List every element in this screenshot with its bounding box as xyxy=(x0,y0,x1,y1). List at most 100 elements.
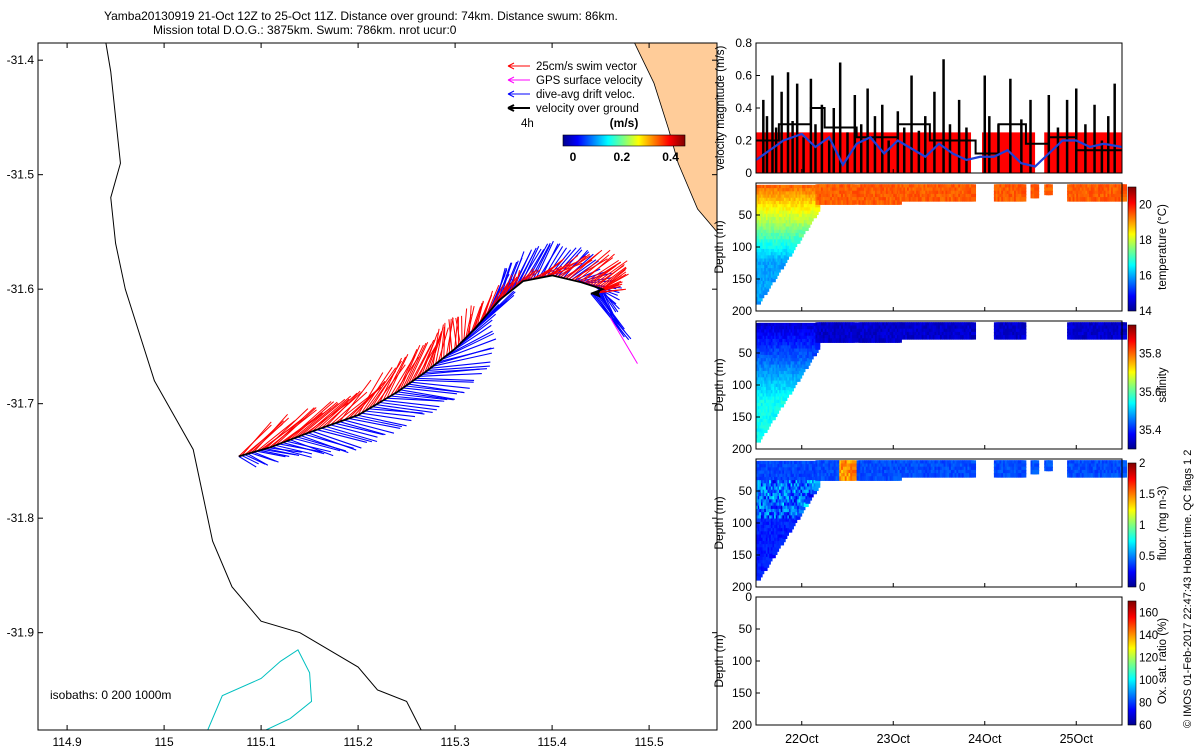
drift-vector xyxy=(253,451,279,463)
drift-vector xyxy=(524,249,545,282)
section-cell xyxy=(1034,184,1040,189)
drift-vector xyxy=(334,422,384,436)
section-cell xyxy=(764,563,770,568)
section-cell xyxy=(1021,473,1027,478)
drift-vector xyxy=(540,243,559,278)
y-tick-label: 100 xyxy=(732,240,752,254)
section-cell xyxy=(795,377,801,382)
section-cell xyxy=(1122,322,1127,327)
drift-vector xyxy=(416,377,475,381)
swim-vector xyxy=(357,372,384,416)
section-cell xyxy=(1047,184,1053,189)
drift-vector xyxy=(300,435,349,454)
drift-vector xyxy=(494,267,506,305)
section-cell xyxy=(779,402,785,408)
section-cell xyxy=(764,287,770,292)
section-cell xyxy=(772,274,778,280)
section-cell xyxy=(852,187,858,192)
section-cell xyxy=(805,361,811,366)
swim-vector xyxy=(470,306,482,333)
drift-vector xyxy=(438,347,495,363)
swim-vector xyxy=(421,332,439,375)
colorbar-bar xyxy=(562,134,686,147)
drift-vector xyxy=(316,429,368,443)
section-cell xyxy=(852,193,858,199)
drift-vector xyxy=(330,424,378,438)
section-cell xyxy=(1122,335,1127,340)
section-cell xyxy=(852,322,858,327)
colorbar-label: temperature (°C) xyxy=(1157,204,1169,290)
y-tick-label: 0.6 xyxy=(735,69,752,83)
section-cell xyxy=(788,524,794,530)
section-cell xyxy=(1047,190,1053,196)
section-cell xyxy=(779,264,785,270)
drift-vector xyxy=(430,361,491,369)
track-over-ground xyxy=(238,274,606,458)
map-plot-area xyxy=(105,43,717,730)
drift-vector xyxy=(383,399,440,408)
y-tick-label: -31.5 xyxy=(7,168,35,182)
y-tick-label: 200 xyxy=(732,442,752,456)
section-cell xyxy=(792,242,798,248)
swim-vector xyxy=(576,254,610,282)
section-cell xyxy=(772,412,778,418)
drift-vector xyxy=(411,381,470,389)
section-ylabel: Depth (m) xyxy=(712,220,726,273)
section-colorbar xyxy=(1127,324,1137,450)
legend-label: dive-avg drift veloc. xyxy=(536,89,635,101)
section-cell xyxy=(1021,463,1027,468)
swim-vector xyxy=(262,417,305,450)
section-cell xyxy=(808,354,814,360)
swim-vector xyxy=(524,269,538,282)
section-cell xyxy=(852,331,858,337)
swim-vector xyxy=(300,398,346,437)
swim-vector xyxy=(402,344,424,389)
x-tick-label: 114.9 xyxy=(53,735,82,749)
section-cell xyxy=(852,325,858,330)
section-cell xyxy=(807,496,813,501)
drift-vector xyxy=(419,372,482,377)
drift-vector xyxy=(365,410,416,418)
section-cell xyxy=(759,431,765,437)
swim-vector xyxy=(599,273,629,291)
section-cell xyxy=(787,528,793,533)
y-tick-label: 150 xyxy=(732,272,752,286)
section-cell xyxy=(1034,463,1040,468)
section-cell xyxy=(811,213,817,219)
swim-vector xyxy=(437,327,449,363)
section-cell xyxy=(795,239,801,244)
section-cell xyxy=(1021,328,1027,334)
y-tick-label: 150 xyxy=(732,410,752,424)
section-cell xyxy=(790,521,796,527)
swim-vector xyxy=(435,324,444,365)
section-cell xyxy=(770,415,776,421)
y-tick-label: -31.6 xyxy=(7,282,35,296)
section-cell xyxy=(852,184,858,189)
section-colorbar xyxy=(1127,186,1137,312)
drift-vector xyxy=(375,404,433,413)
swim-vector xyxy=(286,401,332,442)
section-cell xyxy=(1122,184,1127,189)
section-cell xyxy=(1047,466,1053,472)
section-cell xyxy=(852,335,858,340)
colorbar-tick-label: 0.4 xyxy=(662,150,679,164)
section-cell xyxy=(1047,460,1053,465)
section-cell xyxy=(1021,197,1027,202)
section-cell xyxy=(756,300,761,305)
section-cell xyxy=(815,483,821,488)
section-cell xyxy=(782,396,788,402)
legend-label: velocity over ground xyxy=(536,103,639,115)
drift-vector xyxy=(535,240,554,279)
section-cell xyxy=(757,434,763,440)
swim-vector xyxy=(599,267,627,289)
drift-vector xyxy=(353,416,403,428)
swim-vector xyxy=(241,421,272,456)
x-tick-label: 115.4 xyxy=(538,735,567,749)
drift-vector xyxy=(275,444,313,455)
legend-arrow xyxy=(507,62,515,70)
section-cell xyxy=(803,364,809,370)
swim-vector xyxy=(583,259,619,284)
y-tick-label: -31.9 xyxy=(7,626,35,640)
section-cells xyxy=(756,322,1127,443)
